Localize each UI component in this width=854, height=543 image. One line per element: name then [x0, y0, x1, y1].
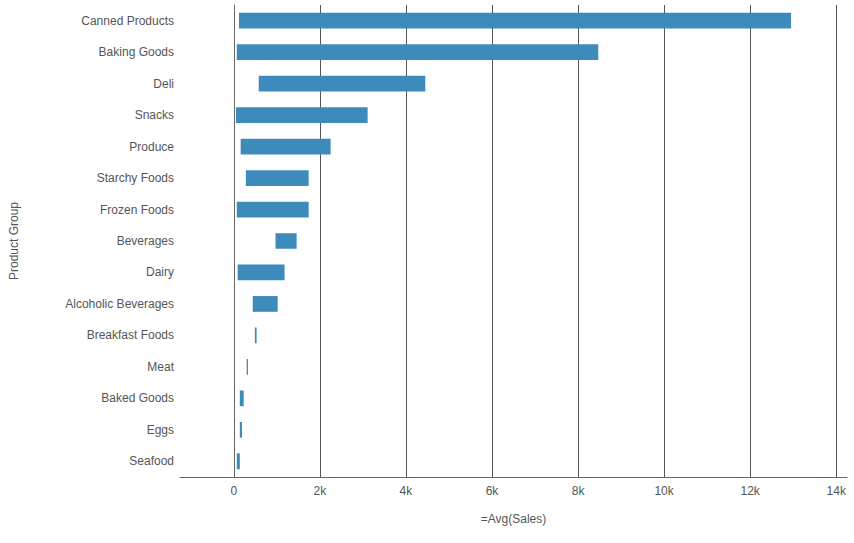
svg-text:=Avg(Sales): =Avg(Sales)	[481, 512, 546, 526]
svg-text:0: 0	[230, 484, 237, 498]
svg-text:Eggs: Eggs	[147, 423, 174, 437]
svg-text:Baking Goods: Baking Goods	[99, 45, 174, 59]
svg-text:Snacks: Snacks	[135, 108, 174, 122]
svg-text:Breakfast Foods: Breakfast Foods	[87, 328, 174, 342]
svg-text:Seafood: Seafood	[129, 454, 174, 468]
svg-text:6k: 6k	[486, 484, 500, 498]
svg-text:10k: 10k	[654, 484, 674, 498]
svg-text:Frozen Foods: Frozen Foods	[100, 203, 174, 217]
svg-text:Product Group: Product Group	[7, 202, 21, 280]
svg-text:Baked Goods: Baked Goods	[101, 391, 174, 405]
svg-text:2k: 2k	[314, 484, 328, 498]
svg-text:Beverages: Beverages	[117, 234, 174, 248]
svg-text:Starchy Foods: Starchy Foods	[97, 171, 174, 185]
svg-text:4k: 4k	[400, 484, 414, 498]
svg-text:14k: 14k	[827, 484, 847, 498]
svg-text:Deli: Deli	[153, 77, 174, 91]
svg-text:Meat: Meat	[147, 360, 174, 374]
svg-text:Canned Products: Canned Products	[81, 14, 174, 28]
svg-text:8k: 8k	[572, 484, 586, 498]
svg-text:Dairy: Dairy	[146, 265, 174, 279]
svg-text:Alcoholic Beverages: Alcoholic Beverages	[65, 297, 174, 311]
svg-text:12k: 12k	[740, 484, 760, 498]
svg-text:Produce: Produce	[129, 140, 174, 154]
